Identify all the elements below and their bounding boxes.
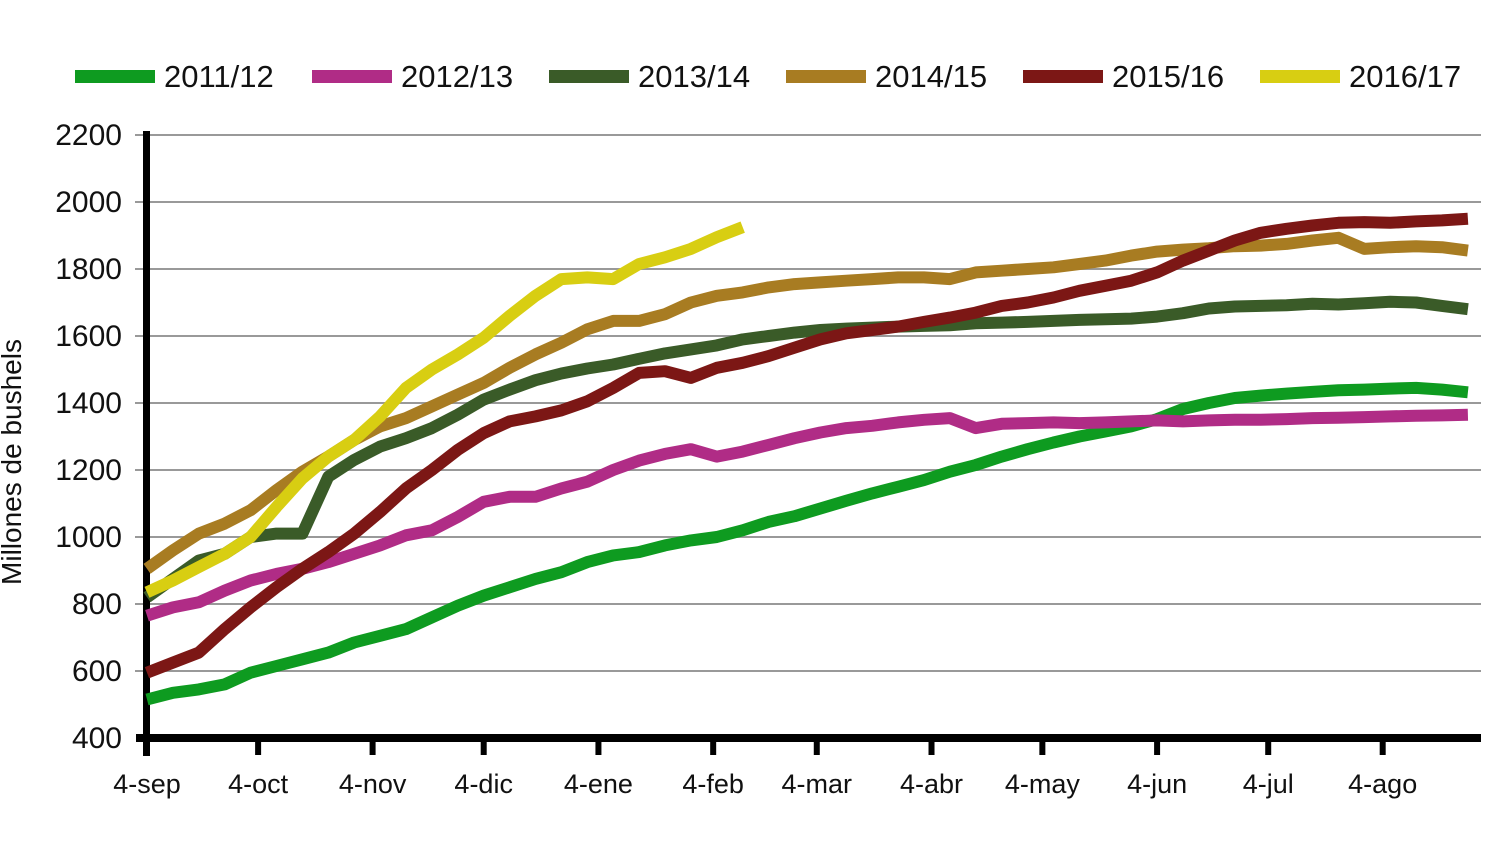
y-tick-label-1000: 1000 — [55, 521, 122, 554]
y-tick-label-1600: 1600 — [55, 320, 122, 353]
y-tick-label-1400: 1400 — [55, 387, 122, 420]
x-tick-label-4-jun: 4-jun — [1127, 769, 1187, 799]
series-line-2013-14 — [143, 295, 1469, 603]
x-tick-label-4-mar: 4-mar — [782, 769, 853, 799]
x-tick-label-4-jul: 4-jul — [1243, 769, 1294, 799]
legend-swatch-2016-17 — [1260, 69, 1340, 83]
legend-item-2011-12: 2011/12 — [75, 59, 274, 93]
x-tick-4-jul — [1265, 742, 1272, 755]
axes-layer: 400 600 800 1000 1200 1400 1600 1800 2000 2200 4-s… — [55, 119, 1481, 799]
x-tick-4-ago — [1379, 742, 1386, 755]
legend-item-2016-17: 2016/17 — [1260, 59, 1461, 93]
legend-label-2016-17: 2016/17 — [1349, 58, 1462, 94]
legend-label-2014-15: 2014/15 — [875, 58, 988, 94]
x-tick-4-mar — [813, 742, 820, 755]
legend-swatch-2012-13 — [312, 69, 392, 83]
x-tick-label-4-oct: 4-oct — [228, 769, 289, 799]
series-line-2012-13 — [145, 408, 1469, 622]
x-tick-label-4-may: 4-may — [1005, 769, 1081, 799]
legend-swatch-2013-14 — [549, 69, 629, 83]
x-tick-4-jun — [1154, 742, 1161, 755]
x-tick-4-may — [1039, 742, 1046, 755]
series-layer — [143, 212, 1469, 706]
series-line-2016-17 — [144, 221, 745, 598]
x-tick-4-feb — [710, 742, 717, 755]
series-line-2011-12 — [145, 381, 1469, 706]
x-axis-line — [136, 734, 1481, 742]
legend-label-2013-14: 2013/14 — [638, 58, 751, 94]
x-tick-label-4-ene: 4-ene — [564, 769, 633, 799]
x-tick-label-4-nov: 4-nov — [339, 769, 407, 799]
x-tick-label-4-ago: 4-ago — [1348, 769, 1417, 799]
legend-item-2012-13: 2012/13 — [312, 59, 513, 93]
y-tick-label-2000: 2000 — [55, 186, 122, 219]
legend-item-2014-15: 2014/15 — [786, 59, 987, 93]
legend-item-2013-14: 2013/14 — [549, 59, 750, 93]
legend-label-2015-16: 2015/16 — [1112, 58, 1225, 94]
series-line-2015-16 — [144, 212, 1469, 679]
legend-swatch-2014-15 — [786, 69, 866, 83]
x-tick-4-sep — [144, 742, 150, 755]
y-tick-label-1800: 1800 — [55, 253, 122, 286]
legend-label-2011-12: 2011/12 — [164, 58, 274, 94]
y-tick-label-600: 600 — [72, 655, 122, 688]
legend-swatch-2011-12 — [75, 69, 155, 83]
y-tick-label-400: 400 — [72, 722, 122, 755]
legend-label-2012-13: 2012/13 — [401, 58, 514, 94]
x-tick-4-oct — [255, 742, 262, 755]
y-tick-label-2200: 2200 — [55, 119, 122, 152]
x-tick-label-4-dic: 4-dic — [454, 769, 513, 799]
legend-item-2015-16: 2015/16 — [1023, 59, 1224, 93]
y-axis-line — [143, 131, 150, 756]
x-tick-4-nov — [369, 742, 376, 755]
gridlines-layer — [135, 134, 1481, 672]
x-tick-label-4-sep: 4-sep — [113, 769, 181, 799]
x-tick-4-abr — [928, 742, 935, 755]
legend-swatch-2015-16 — [1023, 69, 1103, 83]
x-tick-label-4-feb: 4-feb — [682, 769, 744, 799]
x-tick-4-ene — [595, 742, 602, 755]
y-axis-title: Millones de bushels — [0, 339, 27, 585]
y-tick-label-1200: 1200 — [55, 454, 122, 487]
y-tick-label-800: 800 — [72, 588, 122, 621]
x-tick-label-4-abr: 4-abr — [900, 769, 963, 799]
x-tick-4-dic — [480, 742, 487, 755]
